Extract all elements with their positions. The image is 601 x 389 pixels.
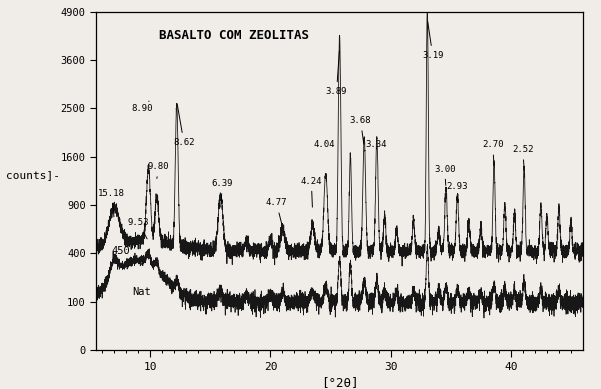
Text: 8.90: 8.90 bbox=[131, 101, 153, 113]
Text: 3.34: 3.34 bbox=[365, 140, 387, 149]
Text: 2.70: 2.70 bbox=[482, 140, 504, 164]
Text: 2.52: 2.52 bbox=[512, 145, 534, 166]
Text: BASALTO COM ZEOLITAS: BASALTO COM ZEOLITAS bbox=[159, 29, 310, 42]
Text: 4.77: 4.77 bbox=[266, 198, 287, 224]
Text: 4.04: 4.04 bbox=[314, 140, 335, 149]
Text: Nat: Nat bbox=[132, 287, 151, 297]
Text: 8.62: 8.62 bbox=[173, 104, 195, 147]
Text: 2.93: 2.93 bbox=[446, 182, 468, 202]
X-axis label: [°2θ]: [°2θ] bbox=[321, 376, 358, 389]
Text: 9.53: 9.53 bbox=[127, 218, 149, 239]
Text: 6.39: 6.39 bbox=[212, 179, 233, 207]
Text: 450: 450 bbox=[112, 246, 130, 256]
Text: 15.18: 15.18 bbox=[99, 189, 125, 217]
Text: 4.24: 4.24 bbox=[300, 177, 322, 207]
Text: 9.80: 9.80 bbox=[148, 162, 169, 179]
Text: 3.19: 3.19 bbox=[422, 22, 444, 60]
Text: counts]-: counts]- bbox=[6, 170, 60, 180]
Text: 3.89: 3.89 bbox=[326, 51, 347, 96]
Text: 3.68: 3.68 bbox=[350, 116, 371, 144]
Text: 3.00: 3.00 bbox=[434, 165, 456, 186]
